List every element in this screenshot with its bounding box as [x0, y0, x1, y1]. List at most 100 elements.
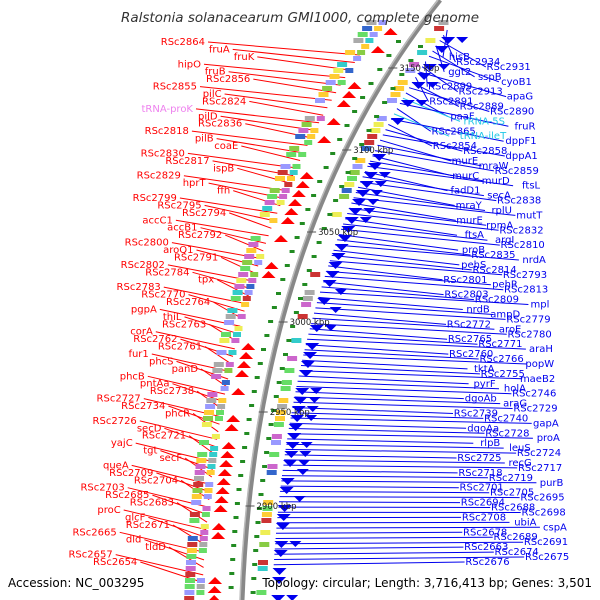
- gene-label: RSc2832: [499, 225, 543, 236]
- gene-connector-line: [115, 554, 204, 576]
- gene-label: RSc2704: [134, 475, 178, 486]
- gene-label: phcR: [165, 408, 190, 419]
- gene-label: fadD1: [450, 186, 480, 197]
- gene-connector-line: [204, 204, 275, 222]
- gene-label: cyoB1: [501, 77, 532, 88]
- gene-connector-line: [295, 391, 464, 400]
- reverse-gene-arrow: [359, 217, 372, 223]
- gene-label: RSc2674: [495, 547, 539, 558]
- gene-label: RSc2691: [524, 537, 568, 548]
- reverse-gene-arrow: [324, 325, 337, 331]
- gene-connector-line: [353, 197, 516, 216]
- feature-block: [261, 512, 272, 517]
- forward-gene-arrow: [208, 577, 223, 584]
- feature-block: [315, 98, 325, 103]
- marker-tick: [262, 465, 268, 468]
- feature-block: [289, 170, 298, 175]
- forward-gene-arrow: [214, 496, 229, 503]
- gene-label: murE: [456, 215, 483, 226]
- marker-tick: [230, 558, 236, 561]
- marker-tick: [261, 348, 266, 351]
- reverse-gene-arrow: [299, 451, 312, 457]
- feature-block: [267, 464, 278, 469]
- marker-tick: [276, 381, 282, 384]
- forward-gene-arrow: [216, 478, 231, 485]
- gene-connector-line: [241, 145, 301, 161]
- gene-label: RSc2779: [506, 314, 550, 325]
- feature-block: [279, 194, 288, 199]
- marker-tick: [298, 297, 303, 300]
- gene-connector-line: [316, 302, 494, 315]
- gene-connector-line: [305, 344, 449, 355]
- reverse-gene-arrow: [437, 64, 450, 70]
- marker-tick: [240, 460, 246, 463]
- gene-connector-line: [274, 546, 464, 550]
- marker-tick: [399, 73, 405, 76]
- gene-connector-line: [300, 365, 480, 375]
- gene-label: RSc2794: [182, 208, 226, 219]
- gene-connector-line: [372, 155, 453, 177]
- gene-connector-line: [288, 427, 485, 434]
- feature-block: [233, 332, 241, 337]
- gene-label: RSc2678: [463, 527, 507, 538]
- reverse-gene-arrow: [400, 100, 415, 107]
- feature-block: [318, 92, 329, 97]
- forward-gene-arrow: [236, 361, 251, 368]
- gene-connector-line: [257, 56, 350, 71]
- gene-connector-line: [323, 281, 444, 296]
- reverse-gene-arrow: [283, 460, 298, 467]
- gene-label: RSc2913: [458, 87, 502, 98]
- feature-block: [275, 416, 285, 421]
- gene-label: ffh: [217, 186, 230, 197]
- feature-block: [254, 260, 263, 265]
- gene-label: fruB: [205, 67, 226, 78]
- gene-label: fruR: [514, 121, 535, 132]
- reverse-gene-arrow: [298, 460, 311, 466]
- gene-connector-line: [285, 448, 517, 454]
- gene-label: hipO: [178, 59, 201, 70]
- gene-label: recG: [509, 458, 532, 469]
- gene-label: hisB: [449, 52, 470, 63]
- gene-label: thiL: [163, 312, 182, 323]
- gene-connector-line: [318, 296, 463, 310]
- feature-block: [256, 254, 265, 259]
- feature-block: [378, 20, 387, 25]
- reverse-gene-arrow: [334, 289, 347, 295]
- gene-connector-line: [216, 279, 250, 297]
- gene-connector-line: [281, 475, 489, 479]
- feature-block: [224, 320, 235, 325]
- feature-block: [352, 164, 363, 169]
- gene-label: RSc2734: [121, 401, 165, 412]
- gene-connector-line: [311, 323, 507, 335]
- reverse-gene-arrow: [296, 469, 309, 475]
- forward-gene-arrows: [207, 28, 398, 600]
- gene-connector-line: [278, 501, 461, 504]
- forward-gene-arrow: [220, 451, 235, 458]
- reverse-gene-arrow: [279, 487, 294, 494]
- reverse-gene-arrow: [288, 424, 303, 431]
- marker-tick: [290, 325, 296, 328]
- marker-tick: [271, 409, 277, 412]
- marker-tick: [273, 395, 279, 398]
- feature-block: [291, 338, 302, 343]
- gene-connector-line: [294, 396, 501, 405]
- feature-block: [284, 368, 295, 373]
- gene-label: dld: [126, 535, 141, 546]
- feature-block: [230, 296, 241, 301]
- marker-tick: [233, 516, 239, 519]
- feature-block: [208, 458, 217, 463]
- feature-block: [281, 380, 292, 385]
- marker-tick: [382, 101, 388, 104]
- feature-block: [206, 470, 215, 475]
- gene-label: rplU: [491, 206, 512, 217]
- gene-label: queA: [103, 460, 129, 471]
- reverse-gene-arrow: [291, 406, 306, 413]
- feature-block: [196, 458, 207, 463]
- gene-connector-line: [276, 526, 540, 529]
- feature-block: [197, 578, 205, 583]
- feature-block: [248, 278, 257, 283]
- reverse-gene-arrow: [306, 406, 319, 412]
- forward-gene-arrow: [326, 118, 341, 125]
- feature-block: [355, 158, 366, 163]
- feature-block: [205, 482, 214, 487]
